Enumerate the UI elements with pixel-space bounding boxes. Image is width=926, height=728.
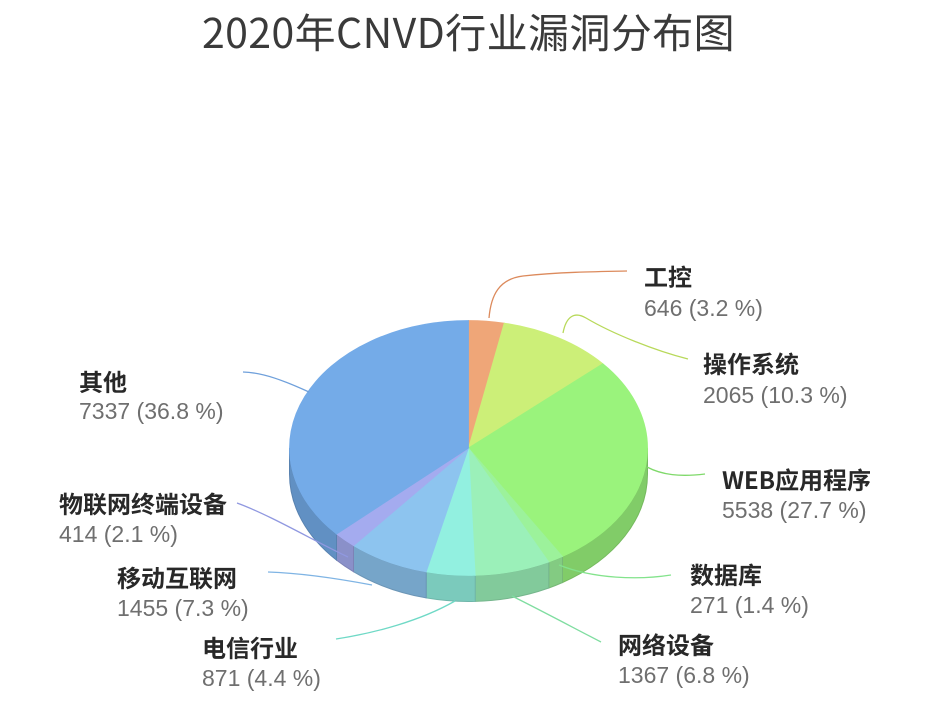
svg-text:646 (3.2 %): 646 (3.2 %) [644, 295, 763, 321]
svg-text:5538 (27.7 %): 5538 (27.7 %) [722, 497, 866, 523]
svg-text:1455 (7.3 %): 1455 (7.3 %) [117, 595, 249, 621]
svg-text:7337 (36.8 %): 7337 (36.8 %) [79, 398, 223, 424]
svg-text:271 (1.4 %): 271 (1.4 %) [690, 592, 809, 618]
svg-text:414 (2.1 %): 414 (2.1 %) [59, 521, 178, 547]
svg-text:2065 (10.3 %): 2065 (10.3 %) [703, 382, 847, 408]
svg-text:871 (4.4 %): 871 (4.4 %) [202, 665, 321, 691]
svg-text:1367 (6.8 %): 1367 (6.8 %) [618, 662, 750, 688]
